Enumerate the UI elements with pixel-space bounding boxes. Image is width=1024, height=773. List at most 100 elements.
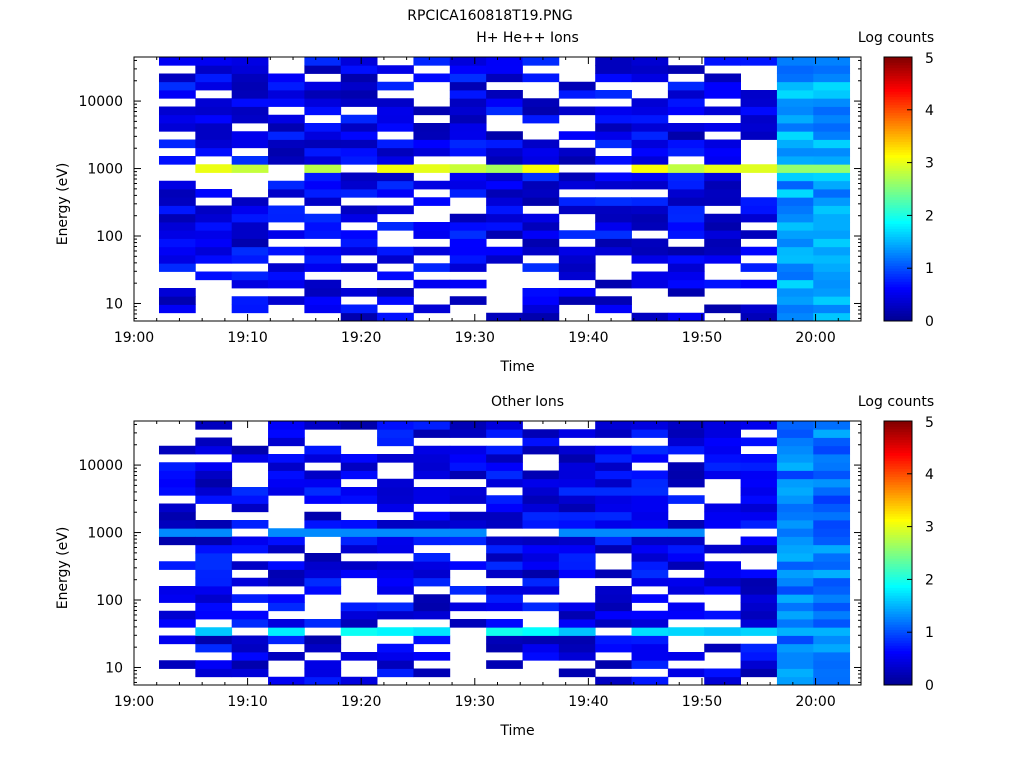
- heatmap-cell: [268, 577, 305, 587]
- heatmap-cell: [377, 180, 414, 190]
- heatmap-cell: [231, 536, 269, 546]
- heatmap-cell: [595, 123, 632, 132]
- heatmap-cell: [231, 454, 269, 463]
- colorbar-band: [884, 439, 912, 443]
- heatmap-cell: [304, 213, 342, 223]
- heatmap-cell: [631, 577, 669, 587]
- heatmap-cell: [740, 511, 778, 521]
- heatmap-cell: [776, 279, 814, 289]
- heatmap-cell: [449, 495, 487, 504]
- heatmap-cell: [486, 627, 523, 636]
- heatmap-cell: [631, 627, 669, 636]
- heatmap-cell: [704, 668, 741, 678]
- y-tick-label: 10: [105, 660, 123, 676]
- heatmap-cell: [449, 511, 487, 521]
- heatmap-cell: [413, 462, 451, 471]
- heatmap-cell: [813, 296, 851, 305]
- heatmap-cell: [304, 569, 342, 579]
- heatmap-cell: [195, 230, 233, 239]
- heatmap-cell: [486, 189, 523, 198]
- heatmap-cell: [704, 57, 741, 66]
- colorbar-band: [884, 505, 912, 509]
- heatmap-cell: [304, 643, 342, 653]
- heatmap-cell: [449, 619, 487, 628]
- heatmap-cell: [195, 569, 233, 579]
- colorbar-tick-label: 5: [925, 415, 934, 431]
- panel-1: 19:00 19:10 19:20 19:30 19:40 19:50 20:0010100…: [55, 30, 934, 375]
- heatmap-cell: [486, 635, 523, 645]
- heatmap-cell: [340, 147, 378, 157]
- heatmap-cell: [231, 197, 269, 206]
- heatmap-cell: [195, 255, 233, 264]
- heatmap-cell: [558, 90, 596, 99]
- heatmap-cell: [449, 454, 487, 463]
- heatmap-cell: [268, 429, 305, 438]
- colorbar-band: [884, 582, 912, 586]
- heatmap-cell: [377, 561, 414, 570]
- heatmap-cell: [558, 470, 596, 480]
- heatmap-cell: [449, 147, 487, 157]
- heatmap-cell: [776, 602, 814, 612]
- heatmap-cell: [449, 57, 487, 66]
- heatmap-cell: [631, 503, 669, 513]
- heatmap-cell: [340, 123, 378, 132]
- x-tick-label: 19:00: [114, 330, 154, 346]
- heatmap-cell: [631, 594, 669, 603]
- heatmap-cell: [413, 602, 451, 612]
- heatmap-cell: [377, 495, 414, 504]
- heatmap-cell: [813, 205, 851, 215]
- heatmap-cell: [522, 561, 560, 570]
- colorbar-band: [884, 579, 912, 583]
- heatmap-cell: [813, 172, 851, 182]
- heatmap-cell: [776, 520, 814, 529]
- heatmap-cell: [813, 553, 851, 562]
- heatmap-cell: [776, 114, 814, 124]
- heatmap-cell: [740, 57, 778, 66]
- heatmap-cell: [195, 437, 233, 447]
- heatmap-cell: [558, 536, 596, 546]
- heatmap-cell: [740, 503, 778, 513]
- heatmap-cell: [595, 602, 632, 612]
- colorbar-band: [884, 663, 912, 668]
- heatmap-cell: [413, 627, 451, 636]
- heatmap-cell: [377, 246, 414, 256]
- heatmap-cell: [740, 205, 778, 215]
- colorbar-band: [884, 286, 912, 290]
- heatmap-cell: [631, 520, 669, 529]
- heatmap-cell: [377, 478, 414, 488]
- colorbar-band: [884, 587, 912, 591]
- heatmap-cell: [631, 652, 669, 661]
- heatmap-cell: [631, 180, 669, 190]
- heatmap-cell: [195, 98, 233, 107]
- colorbar-band: [884, 555, 912, 559]
- heatmap-cell: [340, 627, 378, 636]
- heatmap-cell: [813, 594, 851, 603]
- heatmap-cell: [413, 263, 451, 272]
- heatmap-cell: [413, 106, 451, 116]
- heatmap-cell: [813, 238, 851, 248]
- heatmap-cell: [377, 312, 414, 322]
- heatmap-cell: [631, 676, 669, 686]
- heatmap-cell: [813, 660, 851, 669]
- x-tick-label: 19:00: [114, 694, 154, 710]
- colorbar-band: [884, 428, 912, 433]
- heatmap-cell: [813, 487, 851, 496]
- heatmap-cell: [195, 536, 233, 546]
- heatmap-cell: [195, 164, 233, 173]
- panel-title: Other Ions: [491, 394, 564, 410]
- heatmap-cell: [195, 81, 233, 91]
- heatmap-cell: [413, 577, 451, 587]
- colorbar-band: [884, 479, 912, 483]
- heatmap-cell: [776, 90, 814, 99]
- heatmap-cell: [595, 503, 632, 513]
- heatmap-cell: [522, 478, 560, 488]
- heatmap-cell: [522, 114, 560, 124]
- heatmap-cell: [776, 131, 814, 140]
- heatmap-cell: [158, 81, 196, 91]
- heatmap-cell: [776, 57, 814, 66]
- heatmap-cell: [377, 520, 414, 529]
- heatmap-cell: [304, 520, 342, 529]
- heatmap-cell: [486, 98, 523, 107]
- heatmap-cell: [340, 561, 378, 570]
- heatmap-cell: [195, 495, 233, 504]
